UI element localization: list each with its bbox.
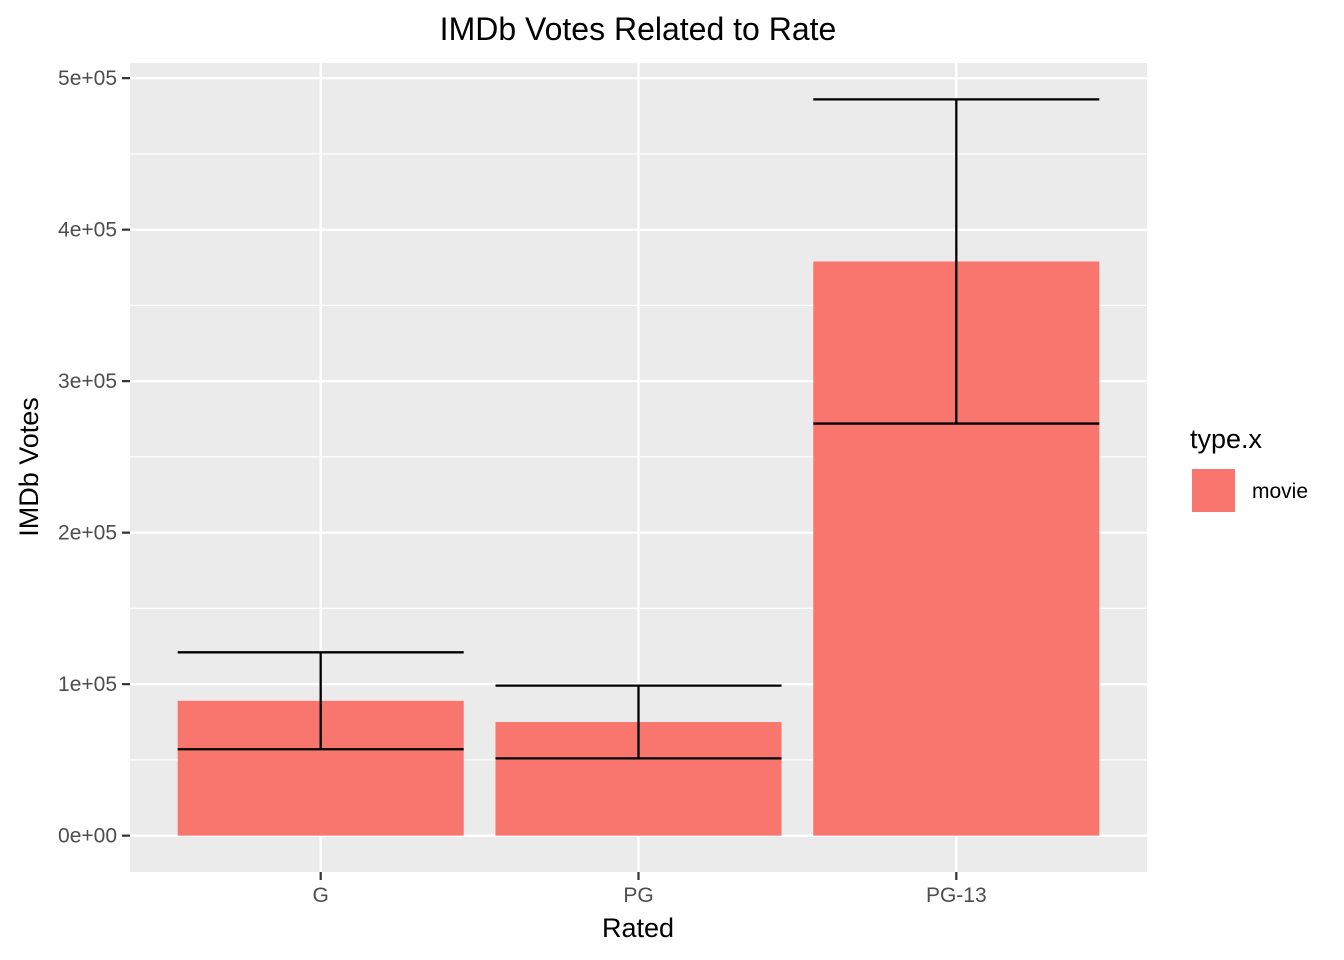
y-tick-label: 2e+05 — [58, 522, 117, 545]
x-axis-title: Rated — [602, 913, 674, 943]
y-tick-label: 4e+05 — [58, 219, 117, 242]
error-bar-PG-13 — [813, 98, 1100, 425]
legend-label-movie: movie — [1252, 480, 1308, 503]
x-tick-label: G — [313, 884, 329, 907]
chart-title: IMDb Votes Related to Rate — [440, 11, 837, 47]
y-tick-label: 3e+05 — [58, 370, 117, 393]
legend-title: type.x — [1190, 424, 1263, 454]
legend: type.x movie — [1190, 424, 1308, 512]
y-tick-label: 0e+00 — [58, 825, 117, 848]
x-tick-label: PG-13 — [926, 884, 987, 907]
error-bars — [177, 98, 1100, 760]
legend-key-movie — [1192, 469, 1235, 512]
error-bar-G — [177, 651, 464, 751]
error-bar-PG — [495, 684, 782, 760]
y-axis: 0e+00 1e+05 2e+05 3e+05 4e+05 5e+05 — [58, 67, 130, 848]
y-tick-label: 1e+05 — [58, 673, 117, 696]
x-axis: G PG PG-13 — [313, 872, 987, 907]
y-tick-label: 5e+05 — [58, 67, 117, 90]
x-tick-label: PG — [623, 884, 653, 907]
y-axis-title: IMDb Votes — [14, 397, 44, 537]
